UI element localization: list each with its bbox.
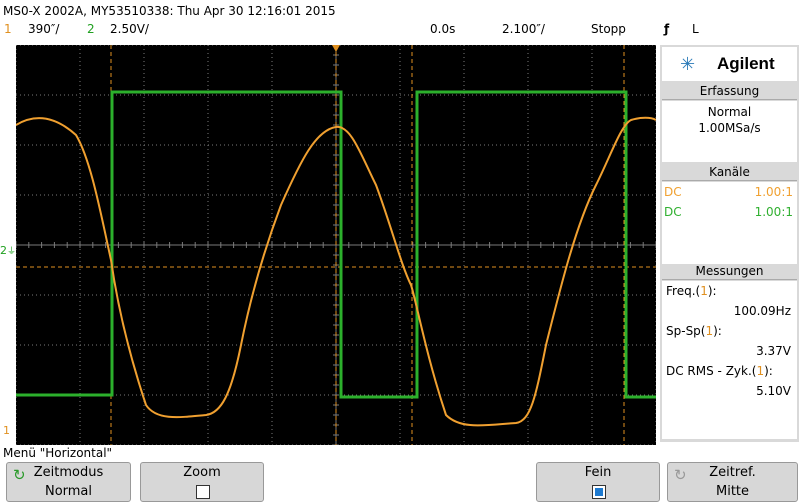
softkey-time-mode-value: Normal (44, 484, 93, 499)
ch2-marker-label: 2 (0, 244, 7, 257)
run-state: Stopp (591, 22, 626, 36)
ch2-probe: 1.00:1 (754, 205, 793, 219)
waveform-canvas (16, 45, 656, 445)
zoom-checkbox[interactable] (196, 485, 210, 499)
measurements-section[interactable]: Freq.(1): 100.09Hz Sp-Sp(1): 3.37V DC RM… (662, 281, 797, 439)
softkey-fine-label: Fein (584, 465, 612, 480)
acquisition-section[interactable]: Normal 1.00MSa/s (662, 101, 797, 162)
softkey-time-ref[interactable]: ↻ Zeitref. Mitte (667, 462, 798, 502)
ch2-ground-marker[interactable]: 2⏚ (0, 244, 17, 257)
meas-pkpk-label: Sp-Sp(1): (666, 324, 722, 338)
fine-checkbox-fill (595, 488, 603, 496)
meas-rms-value: 5.10V (756, 384, 791, 398)
trigger-edge-icon: ƒ (664, 22, 670, 36)
status-row: 1 390″/ 2 2.50V/ 0.0s 2.100″/ Stopp ƒ L (0, 22, 800, 40)
ch1-number: 1 (4, 22, 12, 36)
meas-pkpk-value: 3.37V (756, 344, 791, 358)
brand-logo: ✳ Agilent (662, 47, 797, 81)
ch2-number: 2 (87, 22, 95, 36)
meas-freq-value: 100.09Hz (733, 304, 791, 318)
softkey-time-ref-label: Zeitref. (709, 465, 756, 480)
window-title: MS0-X 2002A, MY53510338: Thu Apr 30 12:1… (3, 4, 336, 18)
ch1-coupling: DC (664, 185, 682, 199)
meas-rms-label: DC RMS - Zyk.(1): (666, 364, 773, 378)
softkey-zoom-label: Zoom (183, 465, 221, 480)
fine-checkbox[interactable] (592, 485, 606, 499)
time-offset[interactable]: 0.0s (430, 22, 456, 36)
spark-icon: ✳ (680, 54, 696, 75)
measurements-header: Messungen (662, 264, 797, 280)
channels-section[interactable]: DC 1.00:1 DC 1.00:1 (662, 182, 797, 267)
ch1-scale[interactable]: 390″/ (28, 22, 60, 36)
softkey-zoom[interactable]: Zoom (140, 462, 264, 502)
time-scale[interactable]: 2.100″/ (502, 22, 545, 36)
menu-title: Menü "Horizontal" (3, 446, 113, 460)
rotate-knob-icon: ↻ (674, 466, 687, 484)
channels-header: Kanäle (662, 165, 797, 181)
ch1-waveform (16, 116, 656, 427)
brand-name: Agilent (717, 54, 775, 73)
meas-freq-label: Freq.(1): (666, 284, 717, 298)
acquisition-mode: Normal (707, 105, 752, 119)
ch2-scale[interactable]: 2.50V/ (110, 22, 149, 36)
ch1-ground-marker[interactable]: 1 (3, 424, 10, 437)
softkey-time-mode[interactable]: ↻ Zeitmodus Normal (6, 462, 131, 502)
ch2-waveform (16, 90, 656, 399)
trigger-position-marker[interactable] (332, 45, 340, 52)
acquisition-header: Erfassung (662, 84, 797, 100)
info-panel: ✳ Agilent Erfassung Normal 1.00MSa/s Kan… (660, 45, 799, 442)
trigger-source: L (692, 22, 699, 36)
ch1-marker-label: 1 (3, 424, 10, 437)
waveform-display[interactable] (16, 45, 656, 445)
sample-rate: 1.00MSa/s (698, 121, 761, 135)
softkey-time-ref-value: Mitte (715, 484, 750, 499)
rotate-knob-icon: ↻ (13, 466, 26, 484)
ch1-probe: 1.00:1 (754, 185, 793, 199)
softkey-fine[interactable]: Fein (536, 462, 660, 502)
ch2-coupling: DC (664, 205, 682, 219)
softkey-time-mode-label: Zeitmodus (33, 465, 104, 480)
